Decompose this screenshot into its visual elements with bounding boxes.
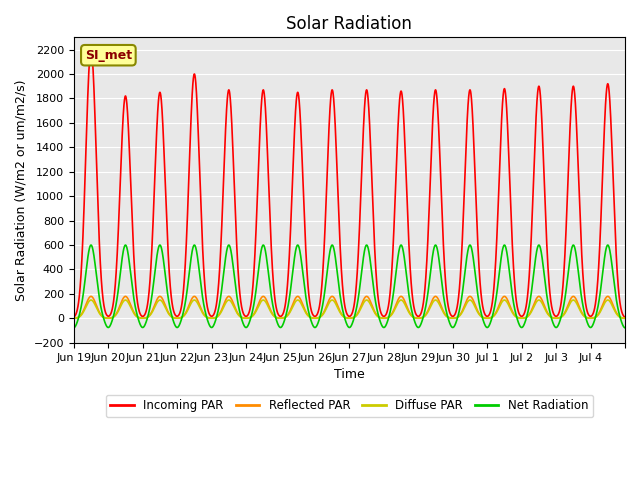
Diffuse PAR <box>504 300 511 306</box>
Net Radiation <box>615 310 623 316</box>
Line: Net Radiation: Net Radiation <box>74 245 625 328</box>
Title: Solar Radiation: Solar Radiation <box>287 15 412 33</box>
Incoming PAR <box>87 47 95 52</box>
Diffuse PAR <box>621 315 629 321</box>
Incoming PAR <box>621 314 629 320</box>
Net Radiation <box>420 311 428 317</box>
Net Radiation <box>537 248 545 253</box>
Net Radiation <box>70 325 77 331</box>
Net Radiation <box>469 252 477 257</box>
Line: Reflected PAR: Reflected PAR <box>74 296 625 318</box>
Reflected PAR <box>183 308 191 313</box>
Reflected PAR <box>537 295 545 301</box>
Diffuse PAR <box>615 313 623 319</box>
Text: SI_met: SI_met <box>85 48 132 62</box>
Net Radiation <box>87 242 95 248</box>
Reflected PAR <box>70 315 77 321</box>
Reflected PAR <box>87 293 95 299</box>
Reflected PAR <box>615 313 623 319</box>
Reflected PAR <box>504 298 511 303</box>
Line: Diffuse PAR: Diffuse PAR <box>74 300 625 318</box>
Line: Incoming PAR: Incoming PAR <box>74 49 625 317</box>
Incoming PAR <box>469 116 477 121</box>
Diffuse PAR <box>469 300 477 305</box>
Diffuse PAR <box>70 315 77 321</box>
Diffuse PAR <box>420 314 428 320</box>
Reflected PAR <box>420 313 428 319</box>
Reflected PAR <box>469 296 477 302</box>
Net Radiation <box>621 325 629 331</box>
Reflected PAR <box>621 315 629 321</box>
X-axis label: Time: Time <box>334 368 365 381</box>
Y-axis label: Solar Radiation (W/m2 or um/m2/s): Solar Radiation (W/m2 or um/m2/s) <box>15 79 28 301</box>
Net Radiation <box>504 256 511 262</box>
Incoming PAR <box>70 314 77 320</box>
Legend: Incoming PAR, Reflected PAR, Diffuse PAR, Net Radiation: Incoming PAR, Reflected PAR, Diffuse PAR… <box>106 395 593 417</box>
Net Radiation <box>183 290 191 296</box>
Incoming PAR <box>537 100 545 106</box>
Diffuse PAR <box>183 309 191 315</box>
Incoming PAR <box>615 292 623 298</box>
Diffuse PAR <box>87 297 95 303</box>
Incoming PAR <box>504 130 511 135</box>
Diffuse PAR <box>537 299 545 304</box>
Incoming PAR <box>183 229 191 235</box>
Incoming PAR <box>420 294 428 300</box>
